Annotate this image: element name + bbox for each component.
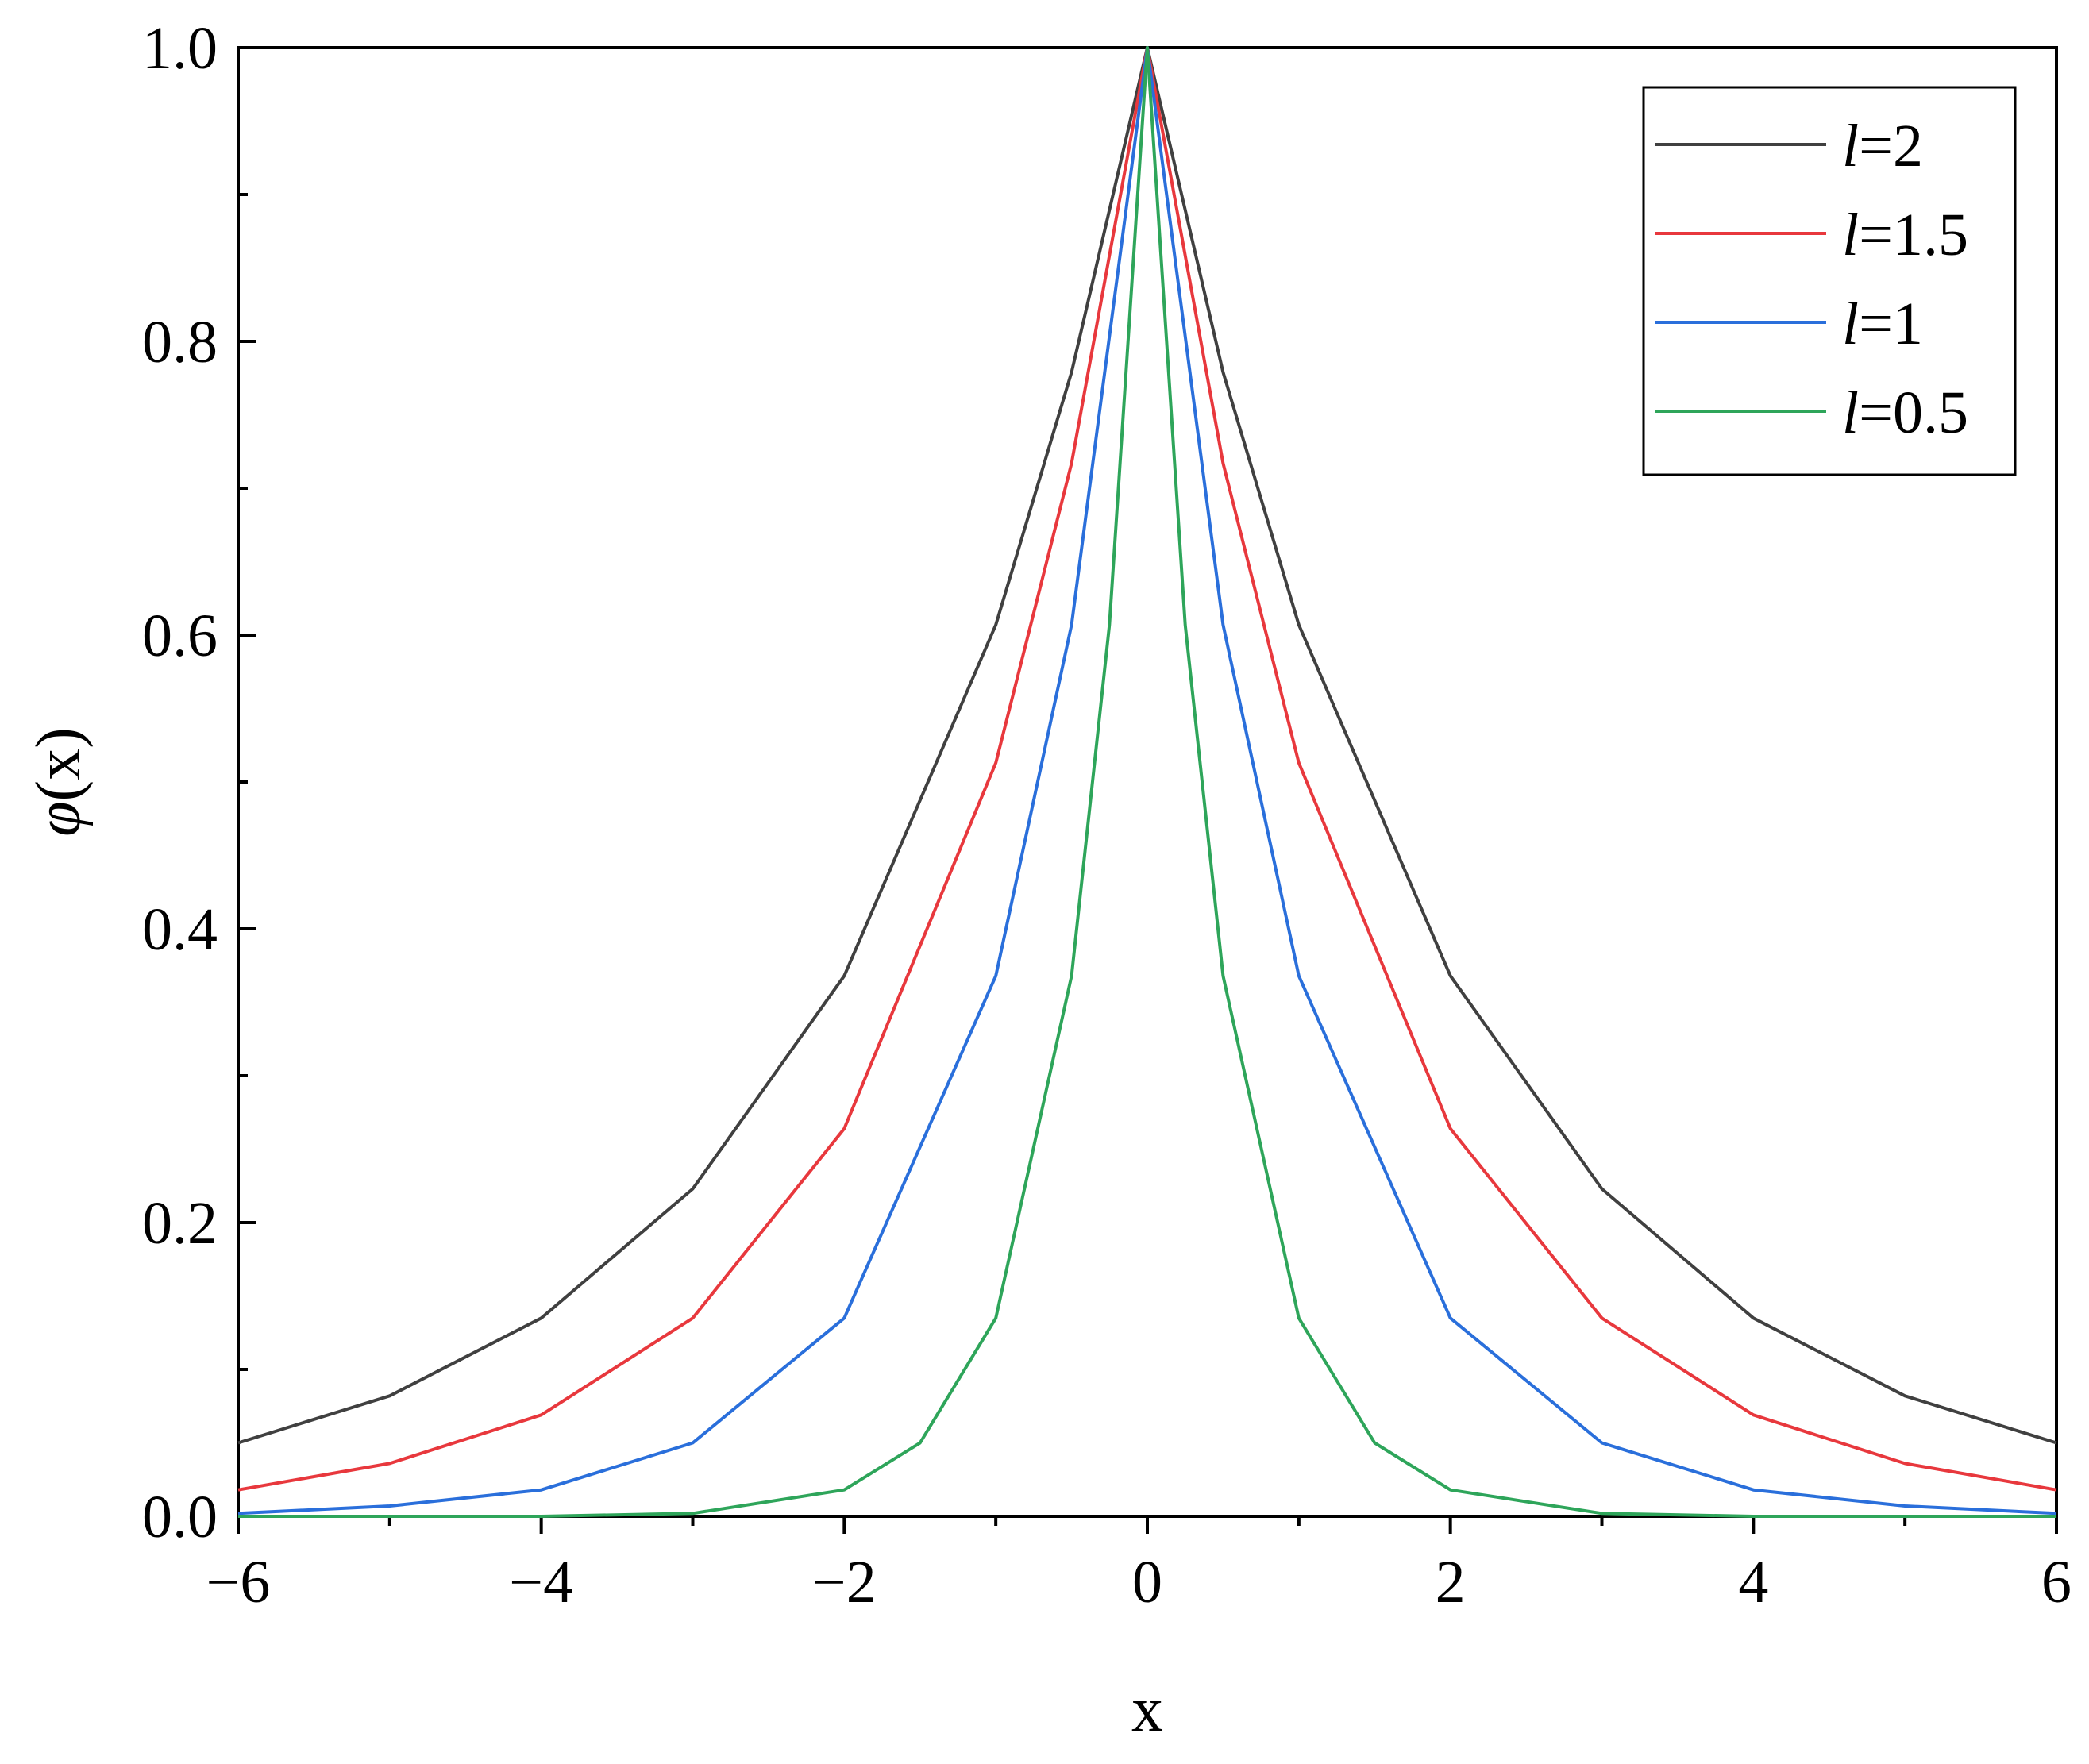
x-tick-label: −4 [509, 1549, 573, 1616]
y-tick-label: 0.4 [142, 896, 218, 963]
series-lines [237, 46, 2057, 1518]
x-axis-ticks: −6 −4 −2 0 2 4 6 [206, 1516, 2072, 1616]
x-tick-label: 2 [1436, 1549, 1466, 1616]
series-line-3 [238, 46, 2056, 1518]
y-tick-label: 0.0 [142, 1484, 218, 1550]
legend-label: l=1.5 [1842, 202, 1968, 268]
x-tick-label: 6 [2041, 1549, 2072, 1616]
y-axis-ticks: 0.0 0.2 0.4 0.6 0.8 1.0 [142, 15, 256, 1550]
y-axis-title-rest: (x) [24, 727, 94, 801]
x-tick-label: −6 [206, 1549, 271, 1616]
x-tick-label: 0 [1132, 1549, 1162, 1616]
y-axis-title: φ(x) [24, 727, 94, 837]
y-tick-label: 0.2 [142, 1190, 218, 1257]
y-tick-label: 0.6 [142, 603, 218, 669]
x-axis-title: x [1131, 1675, 1163, 1745]
y-tick-label: 0.8 [142, 309, 218, 376]
legend-label: l=1 [1842, 291, 1923, 357]
y-axis-title-symbol: φ [24, 802, 94, 837]
x-tick-label: −2 [812, 1549, 877, 1616]
legend: l=2 l=1.5 l=1 l=0.5 [1642, 86, 2017, 476]
legend-label: l=0.5 [1842, 379, 1968, 446]
legend-label: l=2 [1842, 113, 1923, 179]
y-tick-label: 1.0 [142, 15, 218, 82]
x-tick-label: 4 [1738, 1549, 1768, 1616]
